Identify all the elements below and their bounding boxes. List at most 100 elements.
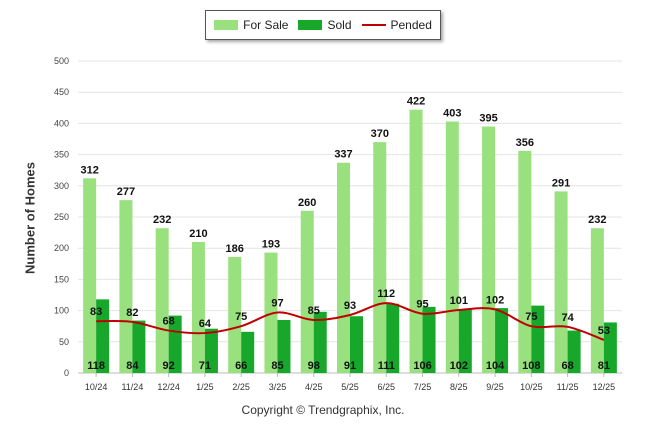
data-label-sold: 85 [271, 360, 283, 372]
x-tick-label: 12/24 [157, 382, 180, 392]
data-label-sold: 106 [413, 360, 431, 372]
bar-sold [204, 328, 218, 373]
data-label-sold: 92 [163, 360, 175, 372]
bar-for-sale [119, 200, 133, 373]
y-tick-label: 100 [54, 306, 69, 316]
y-tick-label: 150 [54, 274, 69, 284]
bar-sold [132, 320, 146, 373]
bar-sold [277, 319, 291, 373]
data-label-pended: 101 [450, 295, 468, 307]
data-label-sold: 81 [598, 360, 610, 372]
data-label-pended: 64 [199, 318, 212, 330]
legend-swatch-sold [298, 20, 323, 30]
bar-for-sale [300, 210, 314, 373]
legend-item-sold: Sold [298, 18, 352, 32]
data-label-for-sale: 186 [226, 243, 244, 255]
data-label-for-sale: 356 [516, 137, 534, 149]
bar-sold [313, 311, 327, 373]
bar-for-sale [482, 126, 496, 374]
line-pended [96, 302, 605, 341]
bar-sold [495, 308, 509, 373]
data-label-pended: 102 [486, 294, 504, 306]
data-label-sold: 68 [561, 360, 573, 372]
data-label-pended: 53 [598, 325, 610, 337]
bar-sold [168, 315, 182, 373]
bar-for-sale [590, 228, 604, 373]
x-tick-label: 10/24 [85, 382, 108, 392]
bar-for-sale [155, 228, 169, 373]
legend-label-sold: Sold [327, 18, 352, 32]
data-label-pended: 74 [561, 312, 574, 324]
data-label-sold: 118 [87, 360, 105, 372]
data-label-for-sale: 422 [407, 96, 425, 108]
data-label-pended: 97 [271, 297, 283, 309]
data-label-sold: 71 [199, 360, 211, 372]
x-tick-label: 11/24 [121, 382, 143, 392]
data-label-for-sale: 337 [334, 149, 352, 161]
data-label-for-sale: 403 [443, 108, 461, 120]
bar-sold [96, 299, 110, 373]
bar-for-sale [228, 256, 242, 373]
bar-for-sale [83, 178, 97, 373]
data-label-pended: 75 [235, 311, 247, 323]
data-label-pended: 75 [525, 311, 537, 323]
data-label-for-sale: 312 [80, 164, 98, 176]
data-label-for-sale: 193 [262, 239, 280, 251]
x-tick-label: 1/25 [196, 382, 214, 392]
x-tick-label: 7/25 [414, 382, 432, 392]
x-tick-label: 5/25 [341, 382, 359, 392]
data-label-for-sale: 277 [117, 186, 135, 198]
x-tick-label: 2/25 [232, 382, 250, 392]
bar-for-sale [373, 142, 387, 373]
legend-item-for-sale: For Sale [214, 18, 288, 32]
y-tick-label: 200 [54, 243, 69, 253]
bar-for-sale [554, 191, 568, 373]
data-label-pended: 112 [377, 288, 395, 300]
bar-sold [603, 322, 617, 373]
copyright-text: Copyright © Trendgraphix, Inc. [241, 403, 405, 417]
x-tick-label: 10/25 [520, 382, 543, 392]
bar-sold [241, 331, 255, 373]
x-tick-label: 11/25 [557, 382, 579, 392]
legend-swatch-for-sale [214, 20, 239, 30]
data-label-for-sale: 291 [552, 177, 570, 189]
data-label-for-sale: 232 [588, 214, 606, 226]
data-label-pended: 68 [163, 316, 175, 328]
data-label-sold: 98 [308, 360, 320, 372]
data-label-for-sale: 260 [298, 197, 316, 209]
bar-sold [567, 330, 581, 373]
data-label-for-sale: 395 [479, 113, 497, 125]
data-label-sold: 104 [486, 360, 505, 372]
legend: For Sale Sold Pended [205, 10, 441, 40]
data-label-pended: 95 [416, 299, 428, 311]
data-label-pended: 85 [308, 305, 320, 317]
data-label-sold: 111 [378, 360, 395, 372]
data-label-for-sale: 370 [371, 128, 389, 140]
bar-for-sale [409, 109, 423, 373]
data-label-sold: 108 [522, 360, 540, 372]
x-tick-label: 6/25 [378, 382, 396, 392]
data-label-sold: 84 [126, 360, 139, 372]
y-tick-label: 350 [54, 150, 69, 160]
y-tick-label: 50 [59, 337, 69, 347]
y-tick-label: 300 [54, 181, 69, 191]
y-tick-label: 450 [54, 87, 69, 97]
bar-for-sale [445, 121, 459, 373]
bar-sold [458, 309, 472, 373]
data-label-sold: 91 [344, 360, 356, 372]
bar-sold [386, 303, 400, 373]
y-tick-label: 500 [54, 56, 69, 66]
y-tick-label: 400 [54, 118, 69, 128]
bar-for-sale [518, 150, 532, 373]
data-label-pended: 93 [344, 300, 356, 312]
bar-for-sale [191, 241, 205, 373]
x-tick-label: 9/25 [486, 382, 504, 392]
data-label-sold: 102 [450, 360, 468, 372]
y-tick-label: 0 [64, 368, 69, 378]
legend-label-for-sale: For Sale [243, 18, 289, 32]
bar-sold [531, 305, 545, 373]
x-tick-label: 4/25 [305, 382, 323, 392]
x-tick-label: 8/25 [450, 382, 468, 392]
x-tick-label: 3/25 [269, 382, 287, 392]
